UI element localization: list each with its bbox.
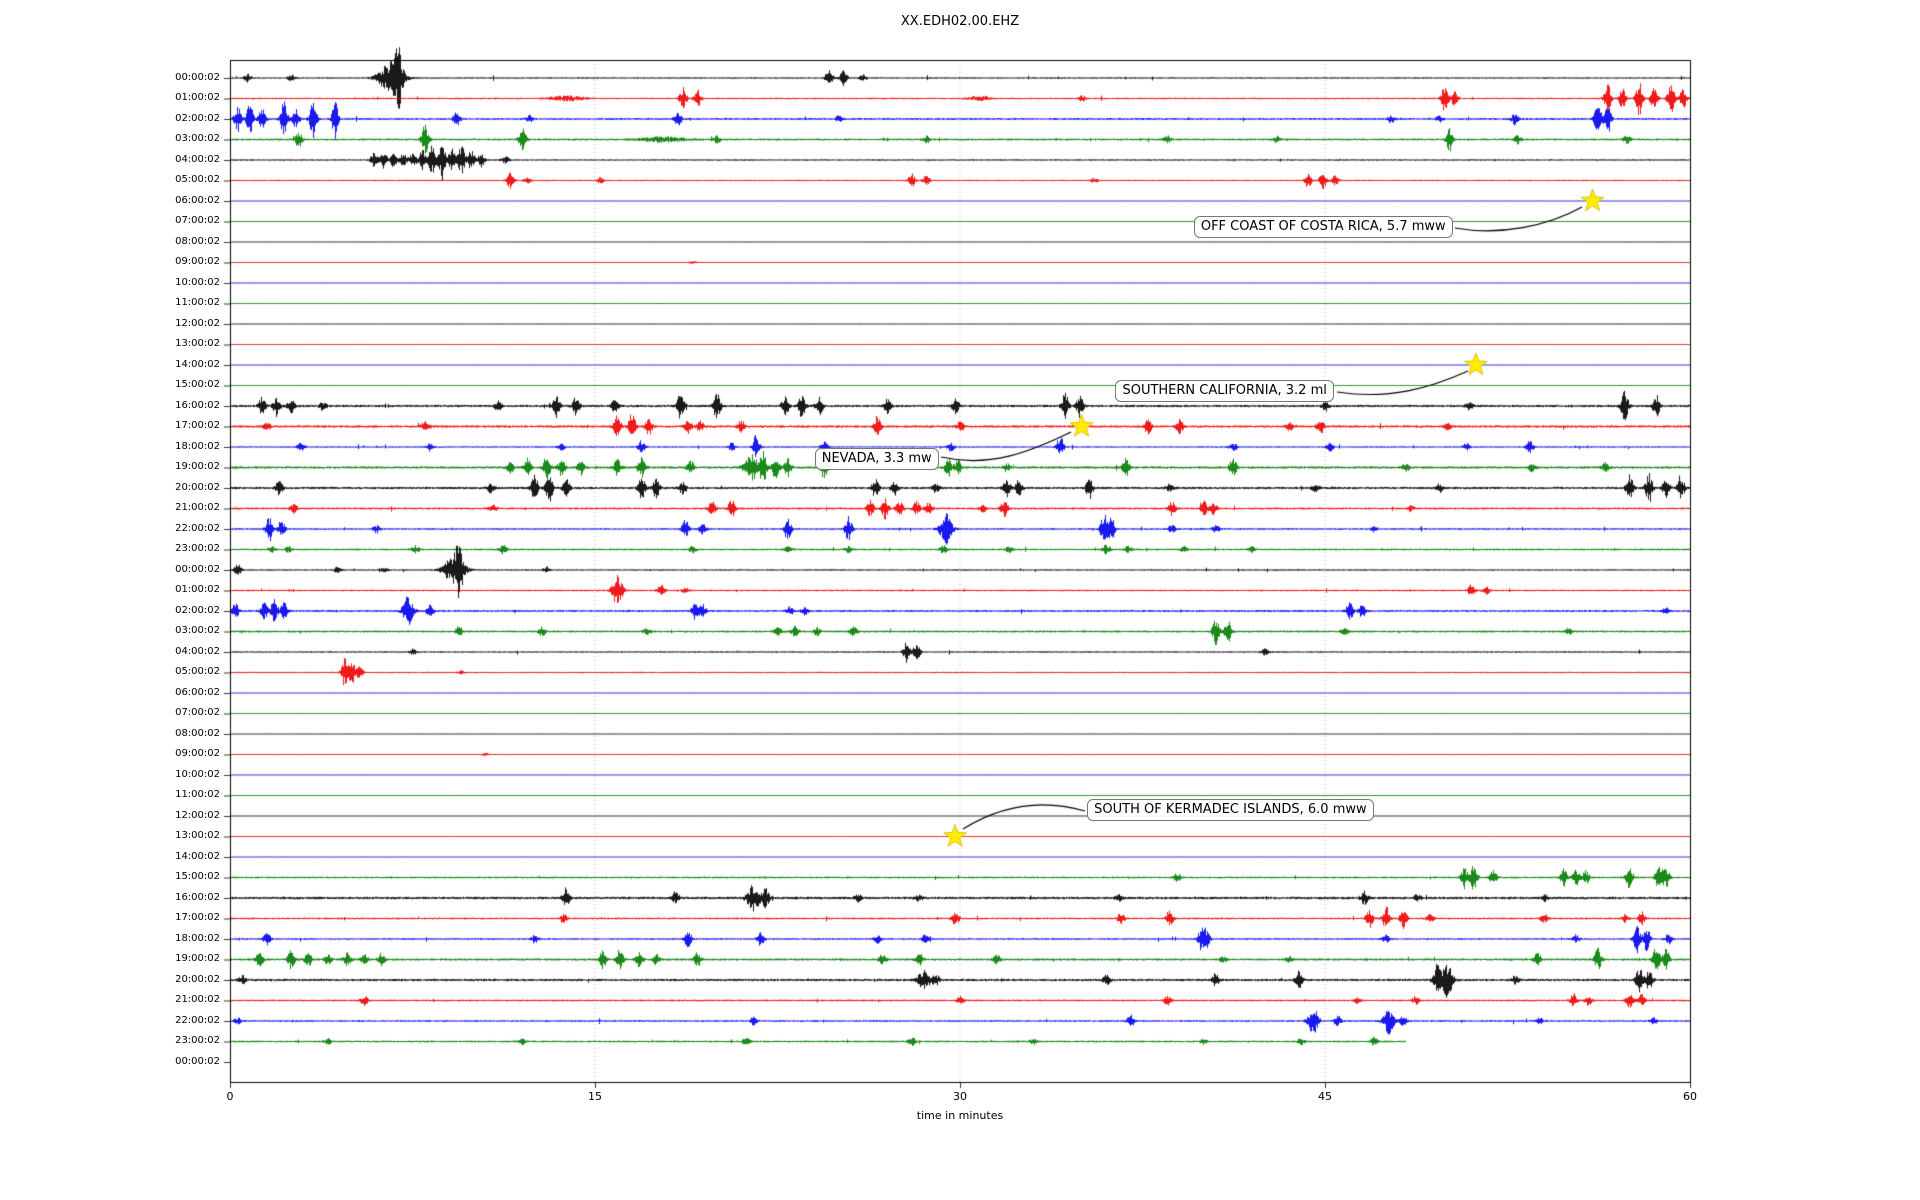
x-tick-label: 45 <box>1318 1090 1332 1103</box>
event-annotation: OFF COAST OF COSTA RICA, 5.7 mww <box>1193 216 1453 238</box>
trace-time-label: 14:00:02 <box>175 850 220 862</box>
trace-time-label: 01:00:02 <box>175 92 220 103</box>
event-annotation: NEVADA, 3.3 mw <box>814 447 939 470</box>
x-tick-label: 30 <box>953 1090 967 1103</box>
trace-time-label: 23:00:02 <box>175 543 220 554</box>
trace-time-label: 00:00:02 <box>175 563 220 575</box>
trace-time-label: 14:00:02 <box>175 358 220 370</box>
trace-time-label: 11:00:02 <box>175 297 220 308</box>
x-axis-label: time in minutes <box>916 1109 1004 1122</box>
trace-time-label: 05:00:02 <box>175 174 220 185</box>
trace-time-label: 19:00:02 <box>175 953 220 964</box>
trace-time-label: 06:00:02 <box>175 686 220 698</box>
trace-time-label: 17:00:02 <box>175 420 220 431</box>
trace-time-label: 10:00:02 <box>175 768 220 780</box>
trace-time-label: 15:00:02 <box>175 379 220 390</box>
trace-time-label: 03:00:02 <box>175 625 220 636</box>
trace-time-label: 17:00:02 <box>175 912 220 923</box>
trace-time-label: 04:00:02 <box>175 645 220 657</box>
trace-time-label: 16:00:02 <box>175 891 220 903</box>
trace-time-label: 04:00:02 <box>175 153 220 165</box>
trace-time-label: 09:00:02 <box>175 256 220 267</box>
trace-time-label: 19:00:02 <box>175 461 220 472</box>
trace-time-label: 16:00:02 <box>175 399 220 411</box>
event-annotation: SOUTHERN CALIFORNIA, 3.2 ml <box>1115 380 1334 402</box>
trace-time-label: 07:00:02 <box>175 707 220 718</box>
plot-title: XX.EDH02.00.EHZ <box>900 14 1020 29</box>
trace-time-label: 13:00:02 <box>175 830 220 841</box>
x-tick-label: 0 <box>226 1090 234 1103</box>
trace-time-label: 02:00:02 <box>175 112 220 124</box>
x-tick-label: 15 <box>588 1090 602 1103</box>
trace-time-label: 01:00:02 <box>175 584 220 595</box>
trace-time-label: 08:00:02 <box>175 235 220 247</box>
trace-time-label: 12:00:02 <box>175 317 220 329</box>
event-annotation: SOUTH OF KERMADEC ISLANDS, 6.0 mww <box>1087 798 1374 821</box>
trace-time-label: 21:00:02 <box>175 502 220 513</box>
trace-time-label: 09:00:02 <box>175 748 220 759</box>
trace-time-label: 18:00:02 <box>175 932 220 944</box>
trace-time-label: 07:00:02 <box>175 215 220 226</box>
trace-time-label: 20:00:02 <box>175 973 220 985</box>
trace-time-label: 05:00:02 <box>175 666 220 677</box>
trace-time-label: 22:00:02 <box>175 522 220 534</box>
trace-time-label: 06:00:02 <box>175 194 220 206</box>
trace-time-label: 18:00:02 <box>175 440 220 452</box>
trace-time-label: 21:00:02 <box>175 994 220 1005</box>
trace-time-label: 15:00:02 <box>175 871 220 882</box>
trace-time-label: 10:00:02 <box>175 276 220 288</box>
trace-time-label: 08:00:02 <box>175 727 220 739</box>
trace-time-label: 00:00:02 <box>175 71 220 83</box>
trace-time-label: 00:00:02 <box>175 1055 220 1067</box>
trace-time-label: 23:00:02 <box>175 1035 220 1046</box>
trace-time-label: 11:00:02 <box>175 789 220 800</box>
trace-time-label: 20:00:02 <box>175 481 220 493</box>
x-tick-label: 60 <box>1683 1090 1697 1103</box>
trace-time-label: 03:00:02 <box>175 133 220 144</box>
trace-time-label: 12:00:02 <box>175 809 220 821</box>
trace-time-label: 13:00:02 <box>175 338 220 349</box>
trace-time-label: 02:00:02 <box>175 604 220 616</box>
trace-time-label: 22:00:02 <box>175 1014 220 1026</box>
